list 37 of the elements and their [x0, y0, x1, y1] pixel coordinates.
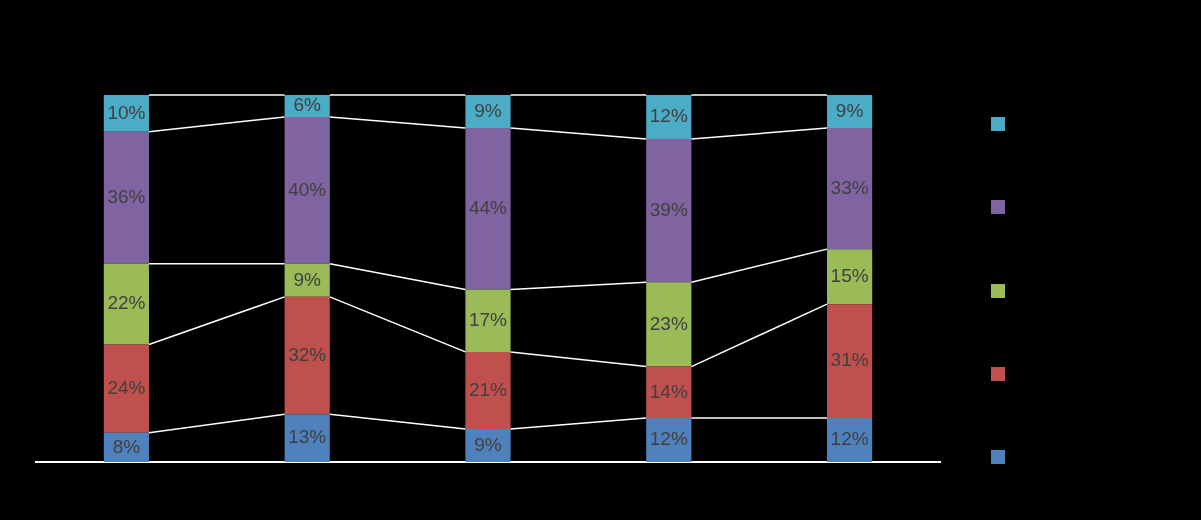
data-label: 9%	[474, 99, 502, 121]
data-label: 8%	[112, 435, 141, 457]
bar	[103, 344, 149, 433]
data-label: 13%	[288, 426, 327, 448]
data-label: 36%	[107, 185, 146, 207]
data-label: 9%	[835, 99, 864, 121]
data-label: 23%	[649, 312, 688, 334]
data-label: 44%	[468, 197, 508, 218]
data-label: 12%	[649, 105, 688, 127]
data-label: 10%	[107, 101, 146, 123]
data-label: 21%	[468, 378, 508, 400]
data-label: 33%	[830, 176, 869, 198]
data-label: 12%	[649, 428, 688, 450]
bar	[827, 128, 873, 250]
data-label: 15%	[830, 264, 869, 286]
data-label: 31%	[830, 349, 869, 371]
data-label: 24%	[107, 376, 146, 398]
bar	[284, 296, 330, 415]
data-label: 9%	[293, 268, 322, 290]
bar	[465, 128, 511, 290]
data-label: 12%	[830, 428, 869, 450]
data-label: 9%	[474, 433, 502, 455]
bar	[284, 117, 330, 264]
bar	[103, 263, 149, 345]
bar	[103, 131, 149, 264]
bar	[465, 289, 511, 352]
data-label: 22%	[107, 292, 146, 314]
bar	[646, 282, 692, 367]
data-label: 40%	[288, 178, 327, 200]
bar	[827, 304, 873, 418]
data-label: 6%	[293, 94, 322, 116]
bar	[465, 351, 511, 429]
data-label: 39%	[649, 198, 688, 220]
data-label: 17%	[468, 308, 508, 330]
data-label: 32%	[288, 343, 327, 365]
data-label: 14%	[649, 380, 688, 402]
bar	[646, 139, 692, 283]
